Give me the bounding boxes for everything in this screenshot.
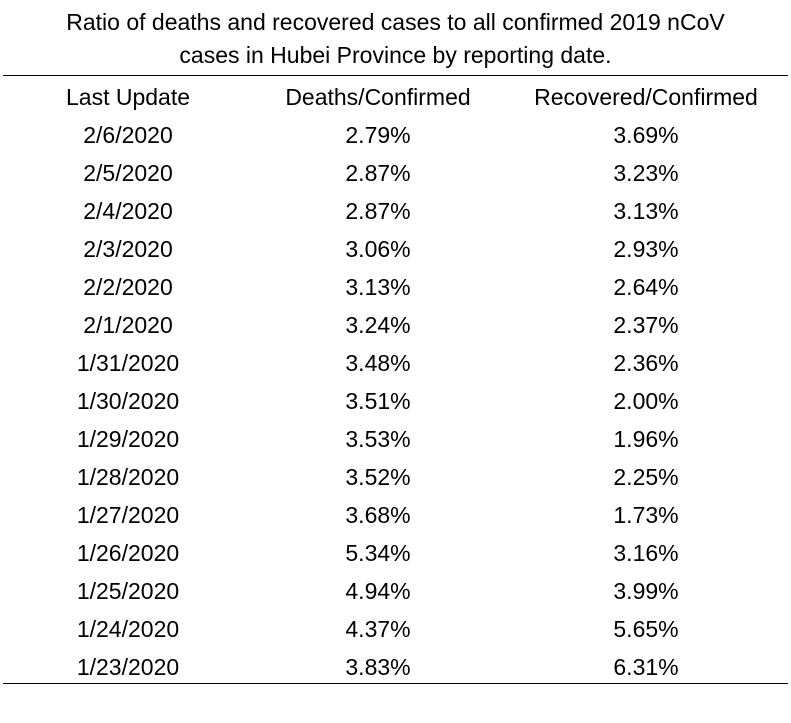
column-header-last-update: Last Update bbox=[65, 84, 191, 110]
recovered-confirmed-cell: 5.65% bbox=[613, 616, 679, 642]
last-update-cell: 1/27/2020 bbox=[76, 502, 180, 528]
recovered-confirmed-cell: 3.13% bbox=[613, 198, 679, 224]
last-update-cell: 1/24/2020 bbox=[76, 616, 180, 642]
last-update-cell: 2/3/2020 bbox=[83, 236, 173, 262]
recovered-confirmed-cell: 2.37% bbox=[613, 312, 679, 338]
recovered-confirmed-cell: 3.23% bbox=[613, 160, 679, 186]
deaths-confirmed-cell: 4.94% bbox=[345, 578, 411, 604]
table-row: 1/24/2020 4.37% 5.65% bbox=[0, 610, 791, 648]
deaths-confirmed-cell: 2.87% bbox=[345, 160, 411, 186]
deaths-confirmed-cell: 2.87% bbox=[345, 198, 411, 224]
recovered-confirmed-cell: 3.69% bbox=[613, 122, 679, 148]
recovered-confirmed-cell: 2.36% bbox=[613, 350, 679, 376]
recovered-confirmed-cell: 1.73% bbox=[613, 502, 679, 528]
table-row: 2/2/2020 3.13% 2.64% bbox=[0, 268, 791, 306]
deaths-confirmed-cell: 3.24% bbox=[345, 312, 411, 338]
column-header-recovered-confirmed: Recovered/Confirmed bbox=[534, 84, 758, 110]
table-row: 1/25/2020 4.94% 3.99% bbox=[0, 572, 791, 610]
deaths-confirmed-cell: 2.79% bbox=[345, 122, 411, 148]
last-update-cell: 2/1/2020 bbox=[83, 312, 173, 338]
recovered-confirmed-cell: 3.16% bbox=[613, 540, 679, 566]
recovered-confirmed-cell: 2.25% bbox=[613, 464, 679, 490]
recovered-confirmed-cell: 2.64% bbox=[613, 274, 679, 300]
table-row: 1/29/2020 3.53% 1.96% bbox=[0, 420, 791, 458]
recovered-confirmed-cell: 2.93% bbox=[613, 236, 679, 262]
table-row: 1/23/2020 3.83% 6.31% bbox=[0, 648, 791, 686]
last-update-cell: 1/25/2020 bbox=[76, 578, 180, 604]
deaths-confirmed-cell: 5.34% bbox=[345, 540, 411, 566]
top-rule bbox=[3, 75, 788, 76]
column-header-deaths-confirmed: Deaths/Confirmed bbox=[285, 84, 471, 110]
last-update-cell: 1/23/2020 bbox=[76, 654, 180, 680]
deaths-confirmed-cell: 3.83% bbox=[345, 654, 411, 680]
last-update-cell: 2/4/2020 bbox=[83, 198, 173, 224]
last-update-cell: 1/28/2020 bbox=[76, 464, 180, 490]
table-title-line-2: cases in Hubei Province by reporting dat… bbox=[179, 42, 612, 68]
table-header-row: Last Update Deaths/Confirmed Recovered/C… bbox=[0, 78, 791, 116]
table-row: 2/5/2020 2.87% 3.23% bbox=[0, 154, 791, 192]
table-row: 1/31/2020 3.48% 2.36% bbox=[0, 344, 791, 382]
deaths-confirmed-cell: 3.06% bbox=[345, 236, 411, 262]
table-body: 2/6/2020 2.79% 3.69% 2/5/2020 2.87% 3.23% 2/4/… bbox=[0, 116, 791, 686]
bottom-rule bbox=[3, 683, 788, 684]
last-update-cell: 1/30/2020 bbox=[76, 388, 180, 414]
table-row: 1/28/2020 3.52% 2.25% bbox=[0, 458, 791, 496]
table-row: 2/6/2020 2.79% 3.69% bbox=[0, 116, 791, 154]
table-row: 2/1/2020 3.24% 2.37% bbox=[0, 306, 791, 344]
table-title-line-1: Ratio of deaths and recovered cases to a… bbox=[66, 9, 725, 35]
table-row: 1/27/2020 3.68% 1.73% bbox=[0, 496, 791, 534]
deaths-confirmed-cell: 3.48% bbox=[345, 350, 411, 376]
table-row: 2/4/2020 2.87% 3.13% bbox=[0, 192, 791, 230]
last-update-cell: 2/2/2020 bbox=[83, 274, 173, 300]
deaths-confirmed-cell: 4.37% bbox=[345, 616, 411, 642]
deaths-confirmed-cell: 3.52% bbox=[345, 464, 411, 490]
last-update-cell: 2/6/2020 bbox=[83, 122, 173, 148]
recovered-confirmed-cell: 3.99% bbox=[613, 578, 679, 604]
table-row: 1/30/2020 3.51% 2.00% bbox=[0, 382, 791, 420]
last-update-cell: 1/26/2020 bbox=[76, 540, 180, 566]
recovered-confirmed-cell: 6.31% bbox=[613, 654, 679, 680]
table-row: 1/26/2020 5.34% 3.16% bbox=[0, 534, 791, 572]
table-row: 2/3/2020 3.06% 2.93% bbox=[0, 230, 791, 268]
table-title: Ratio of deaths and recovered cases to a… bbox=[0, 6, 791, 72]
last-update-cell: 2/5/2020 bbox=[83, 160, 173, 186]
deaths-confirmed-cell: 3.68% bbox=[345, 502, 411, 528]
deaths-confirmed-cell: 3.53% bbox=[345, 426, 411, 452]
deaths-confirmed-cell: 3.13% bbox=[345, 274, 411, 300]
last-update-cell: 1/31/2020 bbox=[76, 350, 180, 376]
deaths-confirmed-cell: 3.51% bbox=[345, 388, 411, 414]
last-update-cell: 1/29/2020 bbox=[76, 426, 180, 452]
recovered-confirmed-cell: 2.00% bbox=[613, 388, 679, 414]
recovered-confirmed-cell: 1.96% bbox=[613, 426, 679, 452]
